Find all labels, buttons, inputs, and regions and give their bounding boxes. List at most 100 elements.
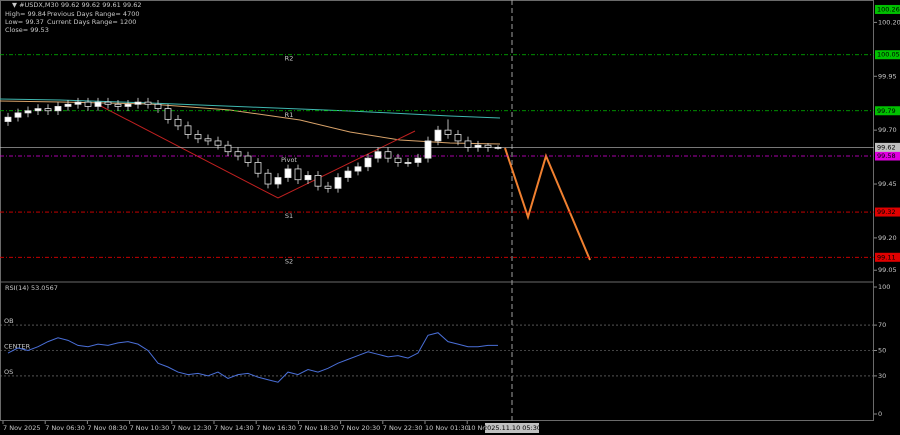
cursor-label: 2025.11.10 05:30 — [483, 424, 541, 432]
candle-body — [404, 162, 412, 164]
x-tick-label: 7 Nov 06:30 — [45, 424, 85, 432]
candle-body — [244, 155, 252, 163]
x-tick-label: 7 Nov 16:30 — [256, 424, 296, 432]
candle-body — [324, 185, 332, 189]
price-tag — [875, 151, 900, 161]
prev-range: Previous Days Range= 4700 — [47, 10, 139, 18]
rsi-line — [7, 332, 498, 383]
x-tick-label: 7 Nov 14:30 — [214, 424, 254, 432]
candle-body — [64, 103, 72, 107]
x-tick-label: 10 No — [467, 424, 486, 432]
y-tick-label: 99.45 — [878, 180, 897, 188]
symbol-info: ▼ #USDX,M30 99.62 99.62 99.61 99.62 — [12, 1, 142, 9]
level-name: R2 — [285, 55, 294, 63]
candle-body — [464, 140, 472, 148]
level-name: CENTER — [4, 343, 31, 351]
candle-body — [294, 168, 302, 181]
candle-body — [434, 129, 442, 142]
panel-frame — [0, 0, 874, 421]
x-tick-label: 7 Nov 10:30 — [130, 424, 170, 432]
candle-body — [284, 168, 292, 178]
level-name: S2 — [285, 257, 293, 265]
rsi-title: RSI(14) 53.0567 — [5, 284, 58, 292]
candle-body — [254, 162, 262, 174]
candle-body — [194, 134, 202, 140]
price-tag — [875, 252, 900, 262]
candle-body — [444, 129, 452, 135]
candle-body — [214, 140, 222, 146]
price-tag — [875, 106, 900, 116]
price-tag-label: 99.62 — [877, 143, 896, 151]
x-tick-label: 10 Nov 01:30 — [425, 424, 469, 432]
candle-body — [104, 101, 112, 105]
level-name: OB — [4, 317, 14, 325]
candle-body — [144, 101, 152, 105]
high-info: High= 99.84 — [5, 10, 46, 18]
price-tag — [875, 142, 900, 152]
candle-body — [484, 144, 492, 148]
y-tick-label: 99.95 — [878, 72, 897, 80]
candle-body — [454, 134, 462, 142]
price-tag-label: 100.26 — [877, 5, 900, 13]
candle-body — [134, 101, 142, 105]
x-tick-label: 7 Nov 20:30 — [341, 424, 381, 432]
price-tag-label: 99.11 — [877, 253, 896, 261]
zigzag — [94, 102, 416, 199]
close-info: Close= 99.53 — [5, 26, 49, 34]
candle-body — [4, 116, 12, 122]
candle-body — [174, 118, 182, 127]
price-tag-label: 99.32 — [877, 208, 896, 216]
candle-body — [364, 157, 372, 168]
candle-body — [84, 101, 92, 107]
candle-body — [74, 101, 82, 105]
candle-body — [374, 151, 382, 159]
candle-body — [314, 175, 322, 187]
x-tick-label: 7 Nov 2025 — [3, 424, 41, 432]
candle-body — [24, 110, 32, 114]
candle-body — [264, 172, 272, 185]
price-tag-label: 99.58 — [877, 152, 896, 160]
y-tick-label: 99.20 — [878, 234, 897, 242]
candle-body — [424, 140, 432, 159]
candle-body — [394, 157, 402, 163]
y-tick-label: 0 — [878, 410, 882, 418]
x-tick-label: 7 Nov 08:30 — [87, 424, 127, 432]
candle-body — [204, 138, 212, 142]
candle-body — [44, 108, 52, 112]
candle-body — [274, 177, 282, 185]
candle-body — [384, 151, 392, 159]
candle-body — [184, 125, 192, 135]
level-name: S1 — [285, 212, 293, 220]
cur-range: Current Days Range= 1200 — [47, 18, 136, 26]
price-tag-label: 100.05 — [877, 51, 900, 59]
forecast-path — [504, 147, 591, 261]
y-tick-label: 100 — [878, 283, 890, 291]
price-tag-label: 99.79 — [877, 107, 896, 115]
price-tag — [875, 4, 900, 14]
candle-body — [494, 146, 502, 149]
candle-body — [34, 108, 42, 112]
candle-body — [94, 101, 102, 107]
candle-body — [114, 103, 122, 107]
candle-body — [54, 106, 62, 112]
x-tick-label: 7 Nov 12:30 — [172, 424, 212, 432]
y-tick-label: 50 — [878, 347, 886, 355]
price-tag — [875, 207, 900, 217]
level-name: OS — [4, 368, 13, 376]
candle-body — [304, 175, 312, 181]
candle-body — [474, 144, 482, 148]
y-tick-label: 30 — [878, 372, 886, 380]
candle-body — [334, 177, 342, 189]
level-name: R1 — [285, 111, 294, 119]
low-info: Low= 99.37 — [5, 18, 44, 26]
candle-body — [344, 170, 352, 178]
y-tick-label: 99.70 — [878, 126, 897, 134]
x-tick-label: 7 Nov 18:30 — [298, 424, 338, 432]
candle-body — [234, 151, 242, 157]
cursor-tag — [485, 423, 539, 433]
candle-body — [224, 144, 232, 153]
x-tick-label: 7 Nov 22:30 — [383, 424, 423, 432]
price-tag — [875, 50, 900, 60]
